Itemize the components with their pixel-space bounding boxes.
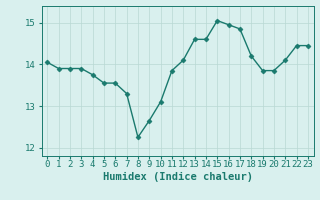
X-axis label: Humidex (Indice chaleur): Humidex (Indice chaleur) bbox=[103, 172, 252, 182]
